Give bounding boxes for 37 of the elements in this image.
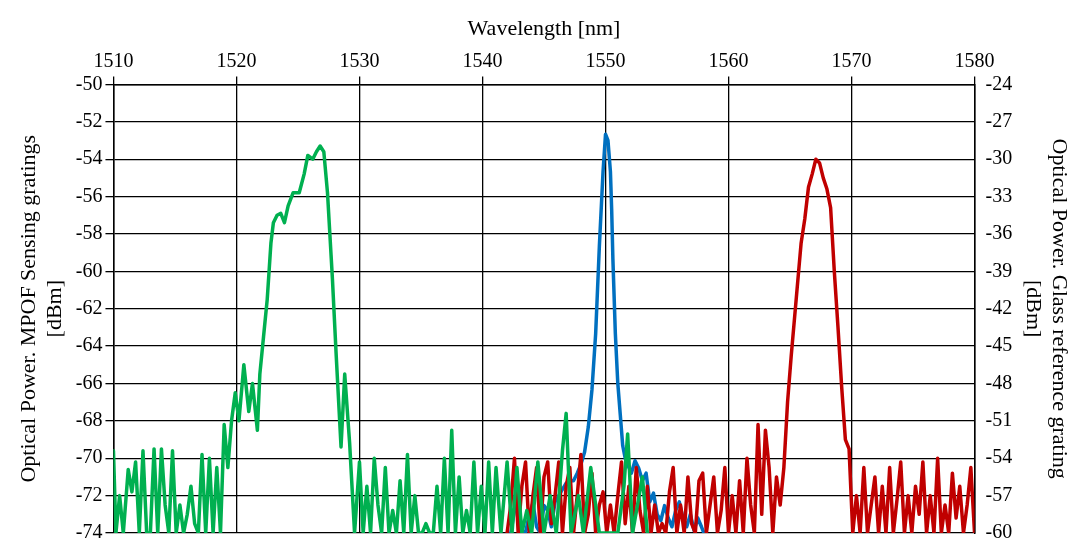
y2-axis-title: Optical Power. Glass reference grating [dBm]: [1021, 138, 1074, 479]
y-tick-label: -74: [75, 520, 103, 543]
y2-tick-label: -51: [985, 408, 1013, 431]
y2-tick-label: -27: [985, 109, 1013, 132]
y2-tick-label: -30: [985, 146, 1013, 169]
y-tick-label: -60: [75, 258, 103, 281]
y-tick-label: -58: [75, 221, 103, 244]
x-tick-label: 1510: [93, 48, 134, 71]
y2-tick-label: -42: [985, 295, 1013, 318]
y-tick-label: -50: [75, 71, 103, 94]
x-tick-label: 1580: [954, 48, 995, 71]
x-tick-label: 1540: [462, 48, 503, 71]
y-tick-label: -64: [75, 333, 103, 356]
x-tick-label: 1560: [708, 48, 749, 71]
y2-tick-label: -36: [985, 221, 1013, 244]
y2-tick-label: -39: [985, 258, 1013, 281]
y2-tick-label: -57: [985, 482, 1013, 505]
y2-tick-label: -24: [985, 71, 1013, 94]
y-axis-title: Optical Power. MPOF Sensing gratings [dBm]: [14, 134, 67, 483]
y-tick-label: -70: [75, 445, 103, 468]
y2-tick-label: -48: [985, 370, 1013, 393]
y-tick-label: -72: [75, 482, 103, 505]
y2-tick-label: -45: [985, 333, 1013, 356]
x-axis-title: Wavelength [nm]: [467, 14, 621, 40]
y-tick-label: -54: [75, 146, 103, 169]
x-tick-label: 1530: [339, 48, 380, 71]
x-tick-label: 1570: [831, 48, 872, 71]
y2-tick-label: -60: [985, 520, 1013, 543]
y-tick-label: -52: [75, 109, 103, 132]
y2-tick-label: -33: [985, 183, 1013, 206]
y-tick-label: -56: [75, 183, 103, 206]
x-tick-label: 1550: [585, 48, 626, 71]
x-tick-label: 1520: [216, 48, 257, 71]
y-tick-label: -68: [75, 408, 103, 431]
y2-tick-label: -54: [985, 445, 1013, 468]
y-tick-label: -66: [75, 370, 103, 393]
y-tick-label: -62: [75, 295, 103, 318]
